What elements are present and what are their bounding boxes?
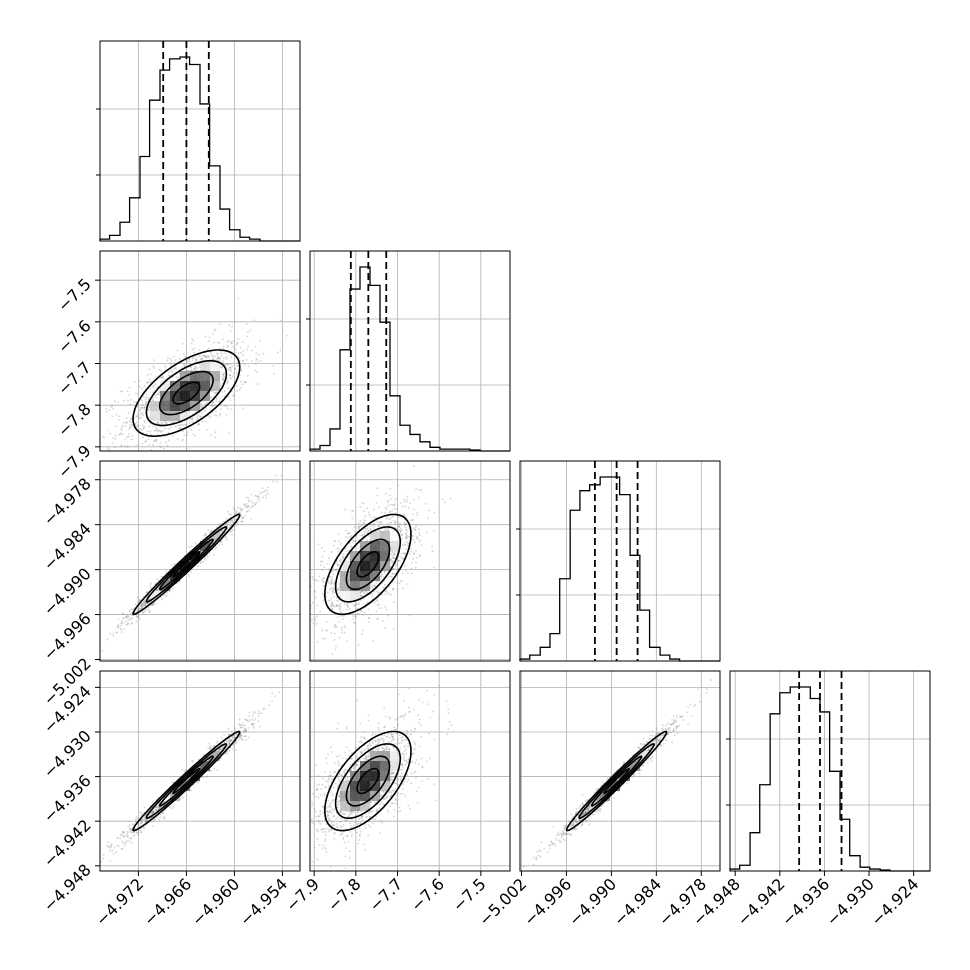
y-tick-label: −4.984 <box>40 519 95 574</box>
histogram-panel-3 <box>726 670 931 872</box>
x-tick-label: −4.930 <box>823 874 878 929</box>
histogram-panel-0 <box>96 40 301 242</box>
contour-3 <box>132 513 241 616</box>
x-tick-label: −4.924 <box>867 874 922 929</box>
x-tick-label: −7.8 <box>324 874 365 915</box>
contour-2 <box>145 743 228 820</box>
x-tick-label: −4.984 <box>610 874 665 929</box>
y-tick-label: −7.5 <box>54 275 95 316</box>
y-tick-label: −7.6 <box>54 316 95 357</box>
contour-0 <box>172 767 201 795</box>
contour-1 <box>345 538 391 591</box>
contour-1 <box>590 755 643 807</box>
y-tick-label: −7.9 <box>54 441 95 482</box>
contour-3 <box>323 513 412 616</box>
contour-2 <box>578 743 655 820</box>
contour-0 <box>172 551 201 578</box>
y-tick-label: −4.936 <box>40 771 95 826</box>
panel-frame <box>99 670 301 872</box>
contour-2 <box>334 526 402 603</box>
y-tick-label: −4.996 <box>40 609 95 664</box>
panel-frame <box>99 250 301 452</box>
y-tick-label: −7.7 <box>54 358 95 399</box>
panel-frame <box>309 670 511 872</box>
x-tick-label: −7.6 <box>407 874 448 915</box>
histogram-step-2 <box>519 476 720 662</box>
x-tick-label: −4.960 <box>188 874 243 929</box>
density-panel-3-1 <box>309 670 511 872</box>
density-panel-3-2 <box>519 670 721 872</box>
histogram-step-3 <box>729 686 930 872</box>
contour-0 <box>603 767 630 795</box>
density-panel-2-0 <box>99 460 301 662</box>
contour-0 <box>356 767 380 795</box>
x-tick-label: −4.942 <box>733 874 788 929</box>
x-tick-label: −7.7 <box>365 874 406 915</box>
y-tick-label: −4.948 <box>40 860 95 915</box>
histogram-panel-2 <box>516 460 721 662</box>
contour-0 <box>356 551 380 578</box>
x-tick-label: −4.936 <box>778 874 833 929</box>
contour-3 <box>132 730 241 832</box>
contour-3 <box>565 730 668 832</box>
contour-1 <box>345 755 391 807</box>
x-tick-label: −4.972 <box>92 874 147 929</box>
y-tick-label: −4.930 <box>40 726 95 781</box>
contour-3 <box>132 349 241 438</box>
panel-frame <box>519 670 721 872</box>
panel-frame <box>99 460 301 662</box>
density-panel-2-1 <box>309 460 511 662</box>
x-tick-label: −7.9 <box>282 874 323 915</box>
panel-frame <box>99 40 301 242</box>
contour-2 <box>145 526 228 603</box>
contour-2 <box>145 360 228 427</box>
panel-frame <box>729 670 931 872</box>
x-tick-label: −4.996 <box>520 874 575 929</box>
x-tick-label: −4.966 <box>140 874 195 929</box>
y-tick-label: −7.8 <box>54 400 95 441</box>
histogram-panel-1 <box>306 250 511 452</box>
histogram-step-1 <box>309 266 510 452</box>
histogram-step-0 <box>99 56 300 242</box>
panel-frame <box>309 250 511 452</box>
contour-0 <box>172 381 201 405</box>
y-tick-label: −4.942 <box>40 816 95 871</box>
contour-1 <box>158 370 214 416</box>
contour-1 <box>158 538 214 591</box>
y-tick-label: −4.978 <box>40 474 95 529</box>
density-panel-3-0 <box>99 670 301 872</box>
panel-frame <box>519 460 721 662</box>
density-panel-1-0 <box>99 250 301 452</box>
panel-frame <box>309 460 511 662</box>
contour-1 <box>158 755 214 807</box>
y-tick-label: −4.990 <box>40 564 95 619</box>
contour-2 <box>334 743 402 819</box>
contour-3 <box>323 730 412 832</box>
x-tick-label: −4.990 <box>565 874 620 929</box>
